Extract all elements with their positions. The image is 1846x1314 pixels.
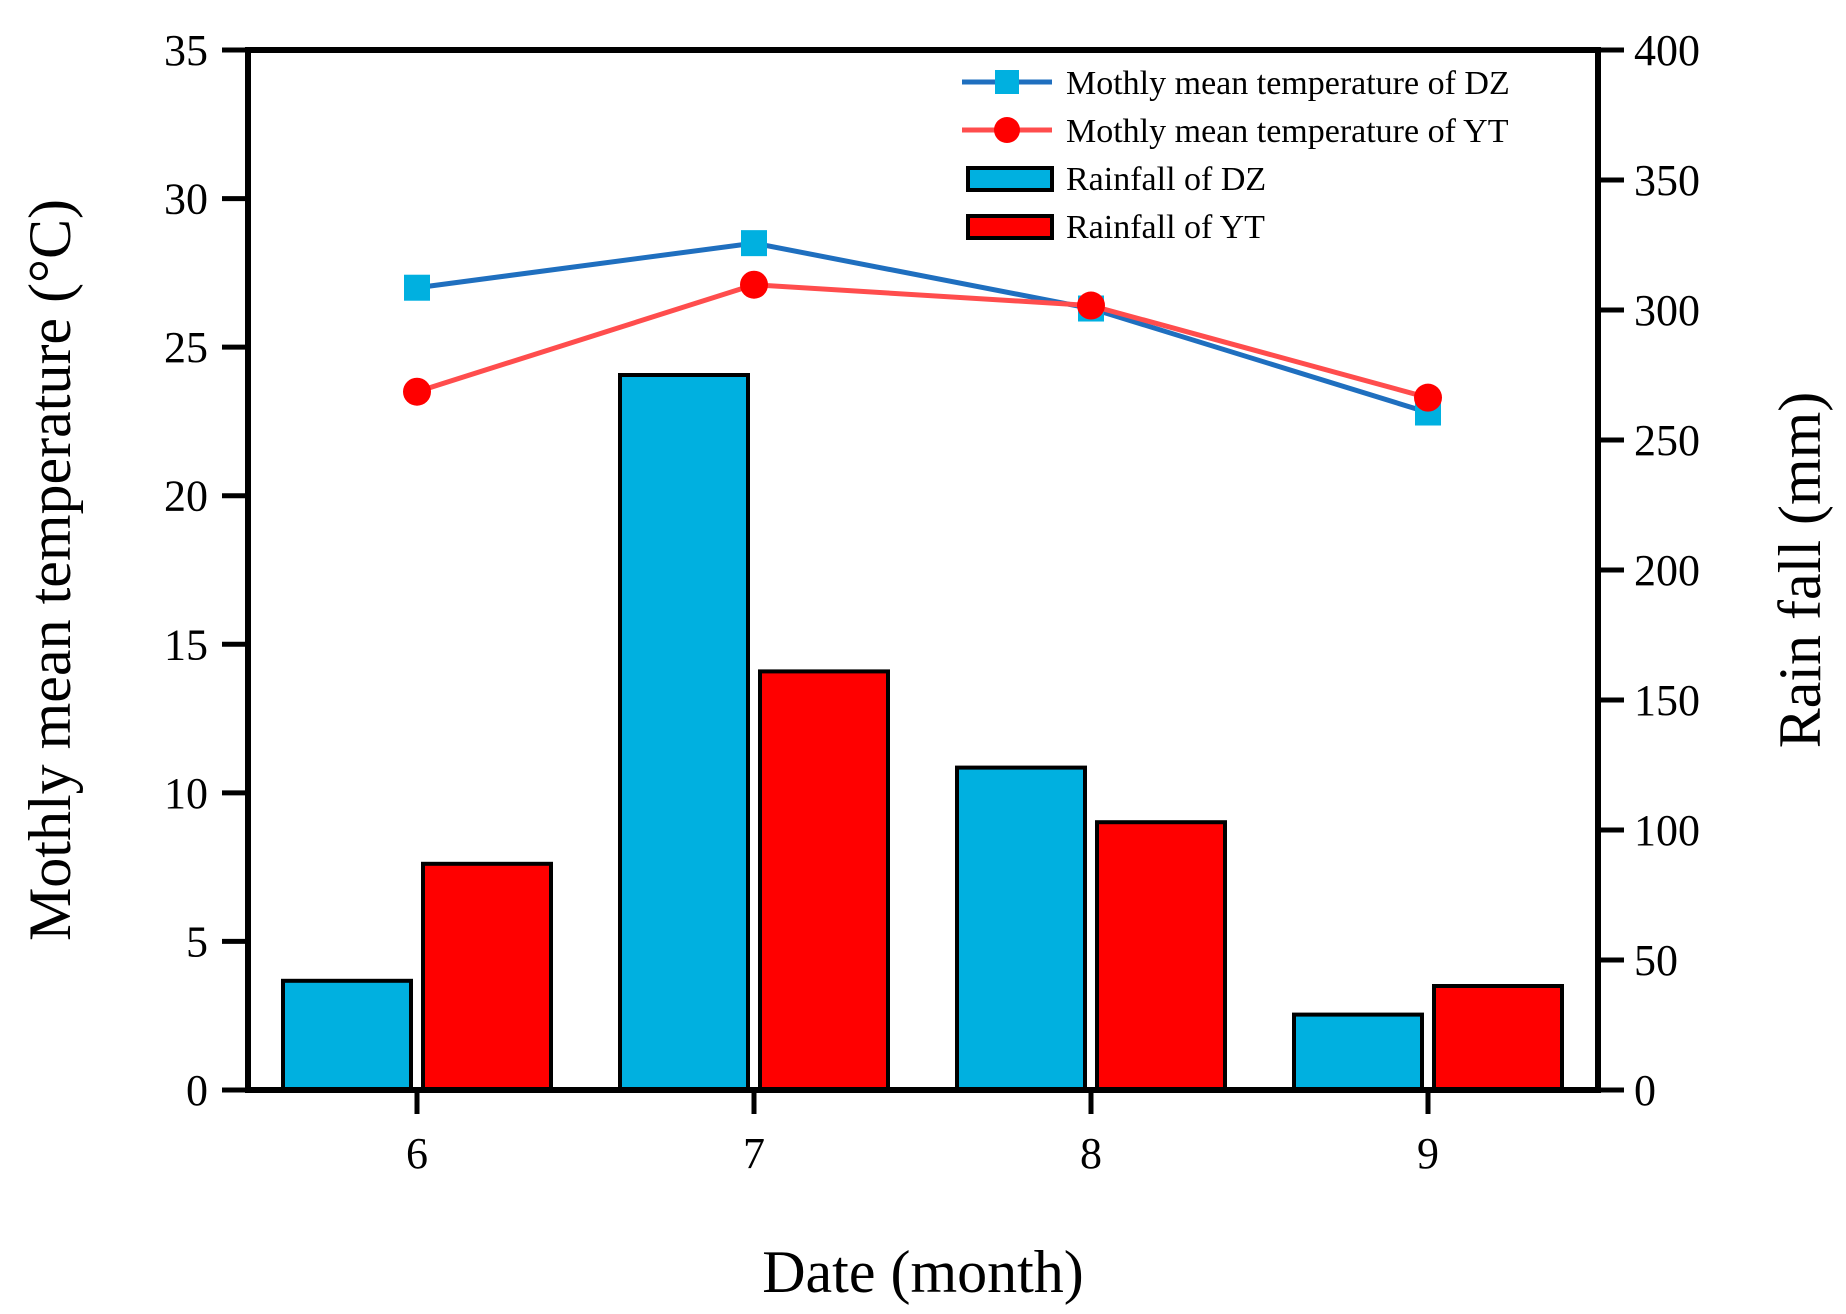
y-right-tick-label-100: 100: [1634, 806, 1700, 855]
y-right-tick-label-150: 150: [1634, 676, 1700, 725]
y-left-tick-label-10: 10: [164, 769, 208, 818]
y-right-tick-label-200: 200: [1634, 546, 1700, 595]
y-right-tick-label-400: 400: [1634, 26, 1700, 75]
y-left-tick-label-20: 20: [164, 472, 208, 521]
y-right-tick-label-350: 350: [1634, 156, 1700, 205]
lines-layer: [403, 230, 1442, 426]
bar-rainfall-of-yt-8: [1095, 820, 1227, 1092]
bar-rainfall-of-dz-9: [1292, 1012, 1424, 1092]
x-axis-title: Date (month): [762, 1239, 1084, 1305]
bar-rainfall-of-dz-8: [955, 765, 1087, 1092]
legend-marker-mothly-mean-temperature-of-dz: [995, 70, 1019, 94]
bar-rainfall-of-dz-6: [281, 978, 413, 1092]
point-mothly-mean-temperature-of-yt-8: [1077, 291, 1105, 320]
line-mothly-mean-temperature-of-yt: [416, 282, 1429, 401]
y-right-tick-label-300: 300: [1634, 286, 1700, 335]
y-axis-title-left: Mothly mean temperature (°C): [17, 199, 83, 941]
point-mothly-mean-temperature-of-yt-9: [1414, 383, 1442, 412]
point-mothly-mean-temperature-of-yt-7: [740, 270, 768, 299]
legend-label-rainfall-of-yt: Rainfall of YT: [1066, 209, 1265, 246]
point-mothly-mean-temperature-of-yt-6: [403, 377, 431, 406]
y-right-tick-label-250: 250: [1634, 416, 1700, 465]
x-tick-label-8: 8: [1080, 1129, 1102, 1178]
bar-rainfall-of-yt-9: [1432, 984, 1564, 1092]
legend-label-rainfall-of-dz: Rainfall of DZ: [1066, 161, 1266, 198]
y-left-tick-label-5: 5: [186, 917, 208, 966]
legend: Mothly mean temperature of DZ Mothly mean…: [962, 65, 1510, 246]
x-tick-label-9: 9: [1417, 1129, 1439, 1178]
y-left-tick-label-35: 35: [164, 26, 208, 75]
y-axis-title-right: Rain fall (mm): [1767, 392, 1833, 749]
y-left-tick-label-15: 15: [164, 620, 208, 669]
x-tick-label-6: 6: [406, 1129, 428, 1178]
y-right-tick-label-50: 50: [1634, 936, 1678, 985]
bar-rainfall-of-yt-6: [421, 861, 553, 1092]
legend-swatch-rainfall-of-yt: [966, 214, 1054, 240]
legend-swatch-rainfall-of-dz: [966, 166, 1054, 192]
line-mothly-mean-temperature-of-dz: [416, 240, 1429, 415]
point-mothly-mean-temperature-of-dz-6: [404, 274, 430, 301]
point-mothly-mean-temperature-of-dz-7: [741, 230, 767, 257]
y-left-tick-label-0: 0: [186, 1066, 208, 1115]
legend-label-mothly-mean-temperature-of-dz: Mothly mean temperature of DZ: [1066, 65, 1510, 102]
y-left-tick-label-25: 25: [164, 323, 208, 372]
bars-layer: [281, 373, 1564, 1093]
bar-rainfall-of-yt-7: [758, 669, 890, 1093]
legend-label-mothly-mean-temperature-of-yt: Mothly mean temperature of YT: [1066, 113, 1509, 150]
y-right-tick-label-0: 0: [1634, 1066, 1656, 1115]
bar-rainfall-of-dz-7: [618, 373, 750, 1092]
legend-marker-mothly-mean-temperature-of-yt: [994, 117, 1020, 143]
x-tick-label-7: 7: [743, 1129, 765, 1178]
y-left-tick-label-30: 30: [164, 175, 208, 224]
